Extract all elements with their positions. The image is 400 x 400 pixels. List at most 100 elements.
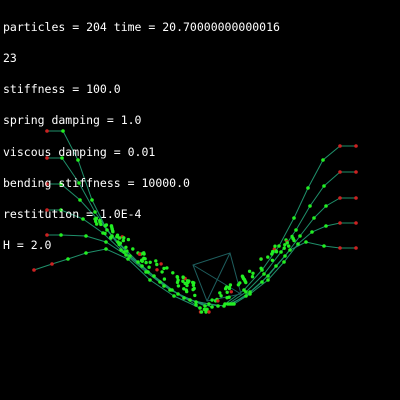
particle-dot — [144, 260, 148, 265]
particle-dot — [192, 286, 196, 291]
particle-dot — [279, 250, 283, 254]
particle-dot — [128, 254, 132, 258]
anchor-dot — [354, 144, 358, 148]
particle-dot — [59, 233, 63, 237]
viscous-damping-label: viscous damping = 0.01 — [3, 144, 156, 159]
particle-dot — [185, 283, 189, 288]
stiffness-label: stiffness = 100.0 — [3, 82, 121, 97]
anchor-dot — [207, 310, 211, 314]
particle-dot — [104, 223, 109, 227]
particle-dot — [147, 265, 151, 269]
particle-dot — [81, 217, 85, 221]
anchor-dot — [45, 129, 49, 133]
particle-dot — [181, 275, 185, 279]
particle-dot — [139, 258, 144, 263]
particle-dot — [59, 182, 63, 186]
particle-dot — [266, 274, 270, 278]
particle-dot — [266, 278, 270, 282]
particle-dot — [118, 236, 122, 240]
particle-dot — [98, 218, 102, 223]
particle-dot — [219, 294, 223, 298]
particle-dot — [115, 233, 120, 237]
particle-dot — [198, 306, 202, 310]
particle-dot — [191, 280, 195, 285]
particle-dot — [93, 210, 97, 214]
particle-dot — [162, 277, 167, 281]
particle-dot — [111, 230, 115, 234]
particle-dot — [238, 281, 242, 285]
particle-dot — [203, 304, 207, 308]
particle-dot — [59, 208, 63, 212]
particle-dot — [306, 186, 310, 190]
particle-dot — [277, 244, 281, 248]
particle-dot — [124, 253, 128, 257]
anchor-dot — [354, 170, 358, 174]
particle-dot — [207, 302, 211, 306]
particle-dot — [152, 274, 156, 278]
particle-dot — [259, 257, 263, 261]
particle-dot — [158, 280, 162, 284]
particle-dot — [273, 244, 277, 248]
anchor-dot — [338, 221, 342, 225]
particle-dot — [186, 280, 190, 285]
particle-dot — [172, 294, 176, 298]
particle-dot — [248, 292, 252, 296]
particle-dot — [76, 158, 80, 162]
particle-dot — [210, 305, 214, 309]
particle-dot — [271, 249, 275, 254]
particle-dot — [84, 234, 88, 238]
anchor-dot — [159, 262, 163, 266]
particle-dot — [175, 275, 180, 279]
particle-dot — [162, 284, 166, 288]
particle-dot — [218, 291, 222, 295]
particle-dot — [142, 252, 146, 256]
particle-dot — [244, 280, 248, 285]
particle-dot — [94, 219, 98, 224]
h-label: H = 2.0 — [3, 238, 52, 253]
particle-dot — [228, 283, 233, 287]
particle-dot — [119, 248, 123, 252]
particle-dot — [122, 236, 126, 240]
particle-dot — [185, 289, 189, 294]
particle-dot — [266, 255, 270, 259]
particles-time-label: particles = 204 time = 20.70000000000016 — [3, 19, 280, 34]
restitution-label: restitution = 1.0E-4 — [3, 207, 142, 222]
anchor-dot — [354, 246, 358, 250]
particle-dot — [262, 272, 266, 276]
particle-dot — [118, 241, 123, 245]
particle-dot — [321, 158, 325, 162]
particle-dot — [131, 247, 135, 251]
particle-dot — [171, 271, 175, 275]
particle-dot — [122, 250, 126, 254]
particle-dot — [283, 243, 287, 247]
particle-dot — [225, 290, 229, 294]
particle-dot — [143, 257, 147, 261]
particle-dot — [66, 257, 70, 261]
particle-dot — [216, 304, 220, 308]
anchor-dot — [137, 252, 142, 256]
particle-dot — [247, 269, 252, 273]
particle-dot — [310, 230, 314, 234]
particle-dot — [304, 240, 308, 244]
particle-dot — [292, 216, 296, 220]
particle-dot — [259, 266, 263, 270]
particle-dot — [162, 266, 166, 271]
particle-dot — [121, 238, 126, 243]
particle-dot — [188, 298, 192, 302]
particle-dot — [154, 259, 158, 263]
particle-dot — [287, 244, 291, 248]
particle-dot — [210, 298, 214, 302]
particle-dot — [125, 249, 129, 253]
particle-dot — [104, 247, 108, 251]
particle-dot — [136, 260, 140, 264]
particle-dot — [165, 266, 169, 270]
particle-dot — [126, 257, 130, 261]
particle-dot — [322, 244, 326, 248]
anchor-dot — [50, 262, 54, 266]
particle-dot — [232, 302, 236, 306]
anchor-dot — [45, 182, 49, 186]
particle-dot — [61, 129, 65, 133]
particle-dot — [182, 296, 186, 300]
anchor-dot — [155, 268, 159, 272]
